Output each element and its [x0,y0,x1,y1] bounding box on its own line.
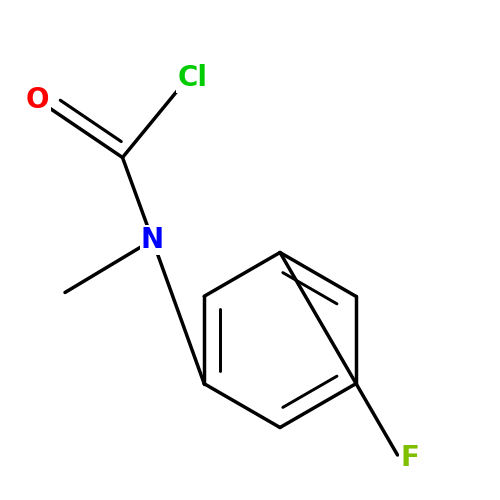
Text: Cl: Cl [178,64,208,92]
Text: F: F [400,444,419,471]
Text: O: O [26,86,49,114]
Text: N: N [141,226,164,254]
